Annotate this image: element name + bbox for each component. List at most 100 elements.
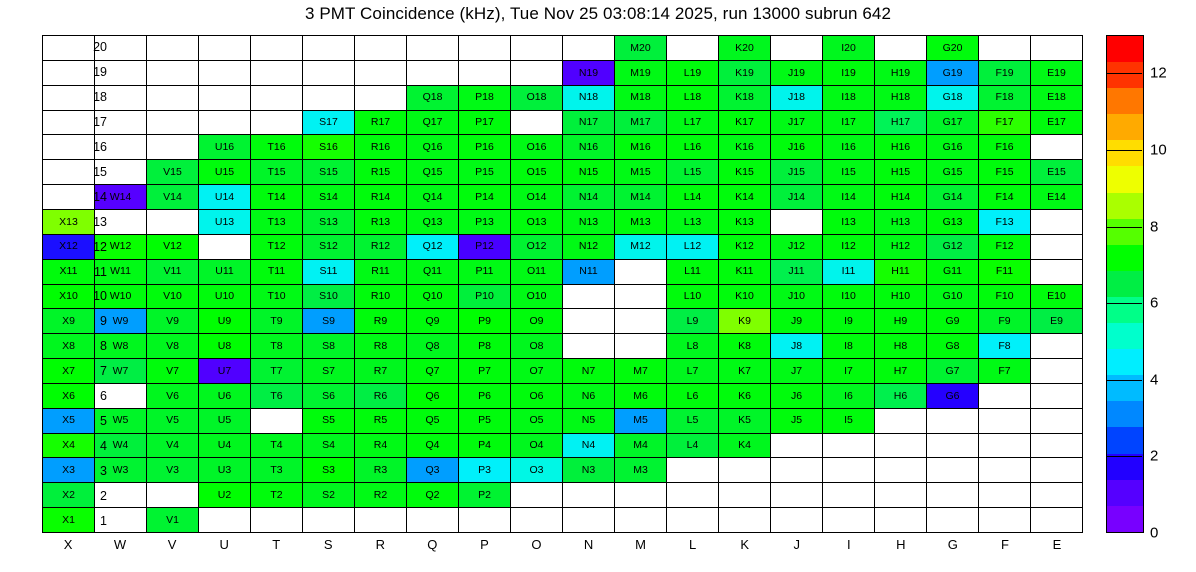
heatmap-cell: N3 xyxy=(563,458,615,484)
heatmap-cell: L15 xyxy=(667,160,719,186)
heatmap-cell: O5 xyxy=(511,408,563,434)
heatmap-cell: M5 xyxy=(615,408,667,434)
heatmap-cell: X8 xyxy=(43,334,95,360)
heatmap-cell xyxy=(95,135,147,161)
x-axis-tick-label: F xyxy=(1000,537,1009,552)
heatmap-cell: M19 xyxy=(615,60,667,86)
colorbar-tick-label: 4 xyxy=(1150,371,1159,389)
heatmap-cell: R7 xyxy=(355,359,407,384)
heatmap-cell: X13 xyxy=(43,209,95,235)
heatmap-cell: O6 xyxy=(511,383,563,409)
heatmap-cell: V15 xyxy=(147,160,199,186)
heatmap-cell: J11 xyxy=(771,259,823,285)
heatmap-cell: U11 xyxy=(199,259,251,285)
heatmap-cell: T15 xyxy=(251,160,303,186)
heatmap-cell xyxy=(563,284,615,310)
heatmap-cell xyxy=(563,508,615,533)
heatmap-cell: E14 xyxy=(1031,185,1083,210)
heatmap-cell: G12 xyxy=(927,234,979,260)
heatmap-cell: V10 xyxy=(147,284,199,310)
heatmap-plot: M20 K20 I20 G20 N19 M19 L19 K19 J19 I19 H19 G19 F19 E… xyxy=(42,35,1083,533)
heatmap-cell: H19 xyxy=(875,60,927,86)
heatmap-cell: N19 xyxy=(563,60,615,86)
heatmap-cell: S10 xyxy=(303,284,355,310)
heatmap-cell: T16 xyxy=(251,135,303,161)
heatmap-cell: Q15 xyxy=(407,160,459,186)
heatmap-cell: I6 xyxy=(823,383,875,409)
heatmap-cell: X4 xyxy=(43,433,95,459)
heatmap-cell: K11 xyxy=(719,259,771,285)
heatmap-cell: W3 xyxy=(95,458,147,484)
heatmap-cell xyxy=(771,458,823,484)
heatmap-cell: L10 xyxy=(667,284,719,310)
heatmap-cell xyxy=(1031,234,1083,260)
heatmap-cell: P14 xyxy=(459,185,511,210)
heatmap-cell: J8 xyxy=(771,334,823,360)
heatmap-cell: I7 xyxy=(823,359,875,384)
heatmap-cell: S7 xyxy=(303,359,355,384)
heatmap-cell: E19 xyxy=(1031,60,1083,86)
heatmap-cell: L13 xyxy=(667,209,719,235)
colorbar-band xyxy=(1107,192,1143,219)
heatmap-cell xyxy=(615,284,667,310)
heatmap-cell: P7 xyxy=(459,359,511,384)
heatmap-cell: I12 xyxy=(823,234,875,260)
heatmap-cell xyxy=(511,508,563,533)
heatmap-grid: M20 K20 I20 G20 N19 M19 L19 K19 J19 I19 H19 G19 F19 E… xyxy=(42,35,1083,533)
x-axis-tick-label: L xyxy=(689,537,697,552)
heatmap-cell: T7 xyxy=(251,359,303,384)
heatmap-cell xyxy=(979,408,1031,434)
heatmap-cell: W12 xyxy=(95,234,147,260)
heatmap-cell: K15 xyxy=(719,160,771,186)
heatmap-cell xyxy=(1031,408,1083,434)
heatmap-cell: P12 xyxy=(459,234,511,260)
heatmap-cell xyxy=(355,36,407,61)
heatmap-cell: G18 xyxy=(927,85,979,111)
heatmap-cell xyxy=(251,508,303,533)
colorbar-tick-mark xyxy=(1106,73,1142,75)
heatmap-cell xyxy=(771,36,823,61)
heatmap-cell: T14 xyxy=(251,185,303,210)
heatmap-cell: M6 xyxy=(615,383,667,409)
heatmap-cell xyxy=(719,508,771,533)
page-title: 3 PMT Coincidence (kHz), Tue Nov 25 03:0… xyxy=(304,4,892,23)
heatmap-cell: N13 xyxy=(563,209,615,235)
colorbar-band xyxy=(1107,453,1143,480)
heatmap-cell xyxy=(511,60,563,86)
heatmap-cell: R14 xyxy=(355,185,407,210)
x-axis-tick-label: G xyxy=(947,537,958,552)
heatmap-cell xyxy=(1031,483,1083,509)
heatmap-cell xyxy=(43,160,95,186)
heatmap-cell: S17 xyxy=(303,110,355,136)
x-axis-tick-label: Q xyxy=(427,537,438,552)
heatmap-cell xyxy=(1031,508,1083,533)
heatmap-cell xyxy=(43,110,95,136)
heatmap-cell: R6 xyxy=(355,383,407,409)
heatmap-cell: G9 xyxy=(927,309,979,335)
heatmap-cell: S4 xyxy=(303,433,355,459)
heatmap-cell xyxy=(615,334,667,360)
heatmap-cell: P17 xyxy=(459,110,511,136)
colorbar-tick-label: 12 xyxy=(1150,64,1167,82)
heatmap-cell xyxy=(1031,135,1083,161)
heatmap-cell: N12 xyxy=(563,234,615,260)
heatmap-cell: V14 xyxy=(147,185,199,210)
heatmap-cell: P15 xyxy=(459,160,511,186)
heatmap-cell xyxy=(927,483,979,509)
heatmap-cell: I16 xyxy=(823,135,875,161)
heatmap-cell: O4 xyxy=(511,433,563,459)
colorbar-band xyxy=(1107,218,1143,245)
colorbar-band xyxy=(1107,375,1143,402)
heatmap-cell: Q5 xyxy=(407,408,459,434)
heatmap-cell: Q10 xyxy=(407,284,459,310)
colorbar-tick-mark xyxy=(1106,303,1142,305)
heatmap-cell: N17 xyxy=(563,110,615,136)
heatmap-cell xyxy=(407,508,459,533)
heatmap-cell xyxy=(355,508,407,533)
heatmap-cell: S14 xyxy=(303,185,355,210)
heatmap-cell: N4 xyxy=(563,433,615,459)
heatmap-cell xyxy=(95,110,147,136)
heatmap-cell: U14 xyxy=(199,185,251,210)
colorbar-tick-mark xyxy=(1106,149,1142,151)
heatmap-cell xyxy=(875,483,927,509)
